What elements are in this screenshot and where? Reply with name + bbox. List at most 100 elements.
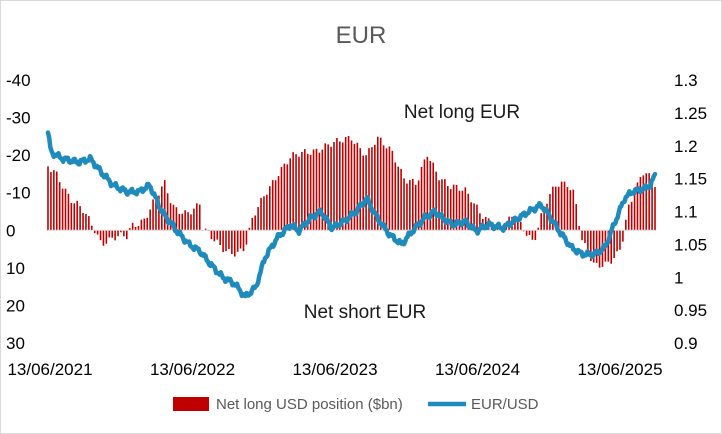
- usd-position-bar: [607, 230, 610, 262]
- usd-position-bar: [67, 193, 70, 231]
- usd-position-bar: [400, 168, 402, 231]
- left-tick-label: 0: [6, 221, 15, 240]
- usd-position-bar: [648, 173, 650, 231]
- usd-position-bar: [120, 230, 122, 233]
- usd-position-bar: [414, 184, 417, 231]
- usd-position-bar: [70, 203, 73, 231]
- usd-position-bar: [589, 230, 592, 262]
- usd-position-bar: [429, 160, 432, 231]
- usd-position-bar: [531, 230, 534, 240]
- usd-position-bar: [178, 213, 181, 231]
- left-tick-label: 30: [6, 334, 25, 353]
- right-tick-label: 1.15: [674, 170, 707, 189]
- usd-position-bar: [245, 230, 248, 245]
- usd-position-bar: [411, 178, 414, 231]
- usd-position-bar: [341, 142, 344, 231]
- usd-position-bar: [280, 166, 283, 231]
- usd-position-bar: [327, 144, 329, 231]
- usd-position-bar: [552, 186, 554, 231]
- usd-position-bar: [55, 171, 58, 231]
- usd-position-bar: [102, 230, 105, 246]
- left-tick-label: -10: [6, 184, 31, 203]
- usd-position-bar: [347, 135, 350, 231]
- usd-position-bar: [196, 203, 198, 231]
- usd-position-bar: [166, 193, 169, 231]
- usd-position-bar: [169, 203, 172, 231]
- usd-position-bar: [260, 197, 262, 231]
- usd-position-bar: [301, 151, 303, 231]
- usd-position-bar: [172, 204, 175, 231]
- usd-position-bar: [312, 149, 315, 231]
- left-tick-label: 20: [6, 296, 25, 315]
- usd-position-bar: [263, 196, 265, 231]
- usd-position-bar: [274, 180, 277, 231]
- usd-position-bar: [321, 149, 324, 231]
- usd-position-bar: [379, 137, 382, 231]
- usd-position-bar: [595, 230, 598, 263]
- usd-position-bar: [569, 190, 572, 231]
- usd-position-bar: [642, 175, 645, 231]
- usd-position-bar: [181, 213, 184, 231]
- usd-position-bar: [525, 230, 528, 236]
- usd-position-bar: [639, 177, 642, 231]
- usd-position-bar: [467, 193, 470, 231]
- usd-position-bar: [175, 207, 178, 231]
- usd-position-bar: [219, 230, 221, 246]
- usd-position-bar: [283, 163, 286, 231]
- usd-position-bar: [306, 153, 309, 231]
- usd-position-bar: [560, 181, 563, 231]
- usd-position-bar: [286, 164, 289, 231]
- usd-position-bar: [528, 230, 531, 236]
- usd-position-bar: [630, 201, 633, 231]
- usd-position-bar: [204, 228, 207, 231]
- legend: Net long USD position ($bn) EUR/USD: [173, 396, 539, 413]
- usd-position-bar: [222, 230, 224, 253]
- usd-position-bar: [231, 230, 233, 255]
- left-tick-label: -30: [6, 109, 31, 128]
- usd-position-bar: [131, 222, 134, 231]
- usd-position-bar: [374, 144, 376, 231]
- usd-position-bar: [198, 204, 201, 231]
- usd-position-bar: [58, 182, 61, 231]
- usd-position-bar: [619, 230, 621, 250]
- usd-position-bar: [610, 230, 613, 264]
- x-tick-label: 13/06/2022: [150, 360, 235, 379]
- usd-position-bar: [546, 203, 548, 231]
- usd-position-bar: [613, 230, 615, 258]
- usd-position-bar: [190, 214, 192, 231]
- usd-position-bar: [479, 213, 481, 231]
- usd-position-bar: [79, 206, 81, 231]
- usd-position-bar: [627, 204, 630, 231]
- usd-position-bar: [397, 166, 399, 231]
- usd-position-bar: [333, 141, 335, 231]
- usd-position-bar: [289, 158, 292, 231]
- usd-position-bar: [50, 172, 52, 231]
- legend-bar-swatch: [173, 397, 209, 411]
- usd-position-bar: [64, 188, 67, 231]
- usd-position-bar: [598, 230, 601, 268]
- usd-position-bar: [388, 146, 391, 231]
- usd-position-bar: [125, 230, 128, 240]
- usd-position-bar: [134, 227, 137, 231]
- usd-position-bar: [298, 156, 300, 231]
- usd-position-bar: [225, 230, 227, 252]
- usd-position-bar: [636, 182, 639, 231]
- usd-position-bar: [236, 230, 239, 252]
- usd-position-bar: [575, 204, 578, 231]
- usd-position-bar: [163, 180, 166, 231]
- usd-position-bar: [444, 179, 446, 231]
- usd-position-bar: [426, 156, 429, 231]
- usd-position-bar: [242, 230, 245, 252]
- usd-position-bar: [417, 180, 420, 231]
- usd-position-bar: [557, 186, 560, 231]
- usd-position-bar: [254, 215, 256, 231]
- legend-bar-label: Net long USD position ($bn): [216, 396, 403, 413]
- usd-position-bar: [356, 142, 359, 231]
- usd-position-bar: [248, 227, 251, 231]
- usd-position-bar: [514, 219, 516, 231]
- x-tick-label: 13/06/2021: [7, 360, 92, 379]
- usd-position-bar: [350, 140, 353, 231]
- usd-position-bar: [447, 186, 449, 231]
- usd-position-bar: [111, 230, 114, 238]
